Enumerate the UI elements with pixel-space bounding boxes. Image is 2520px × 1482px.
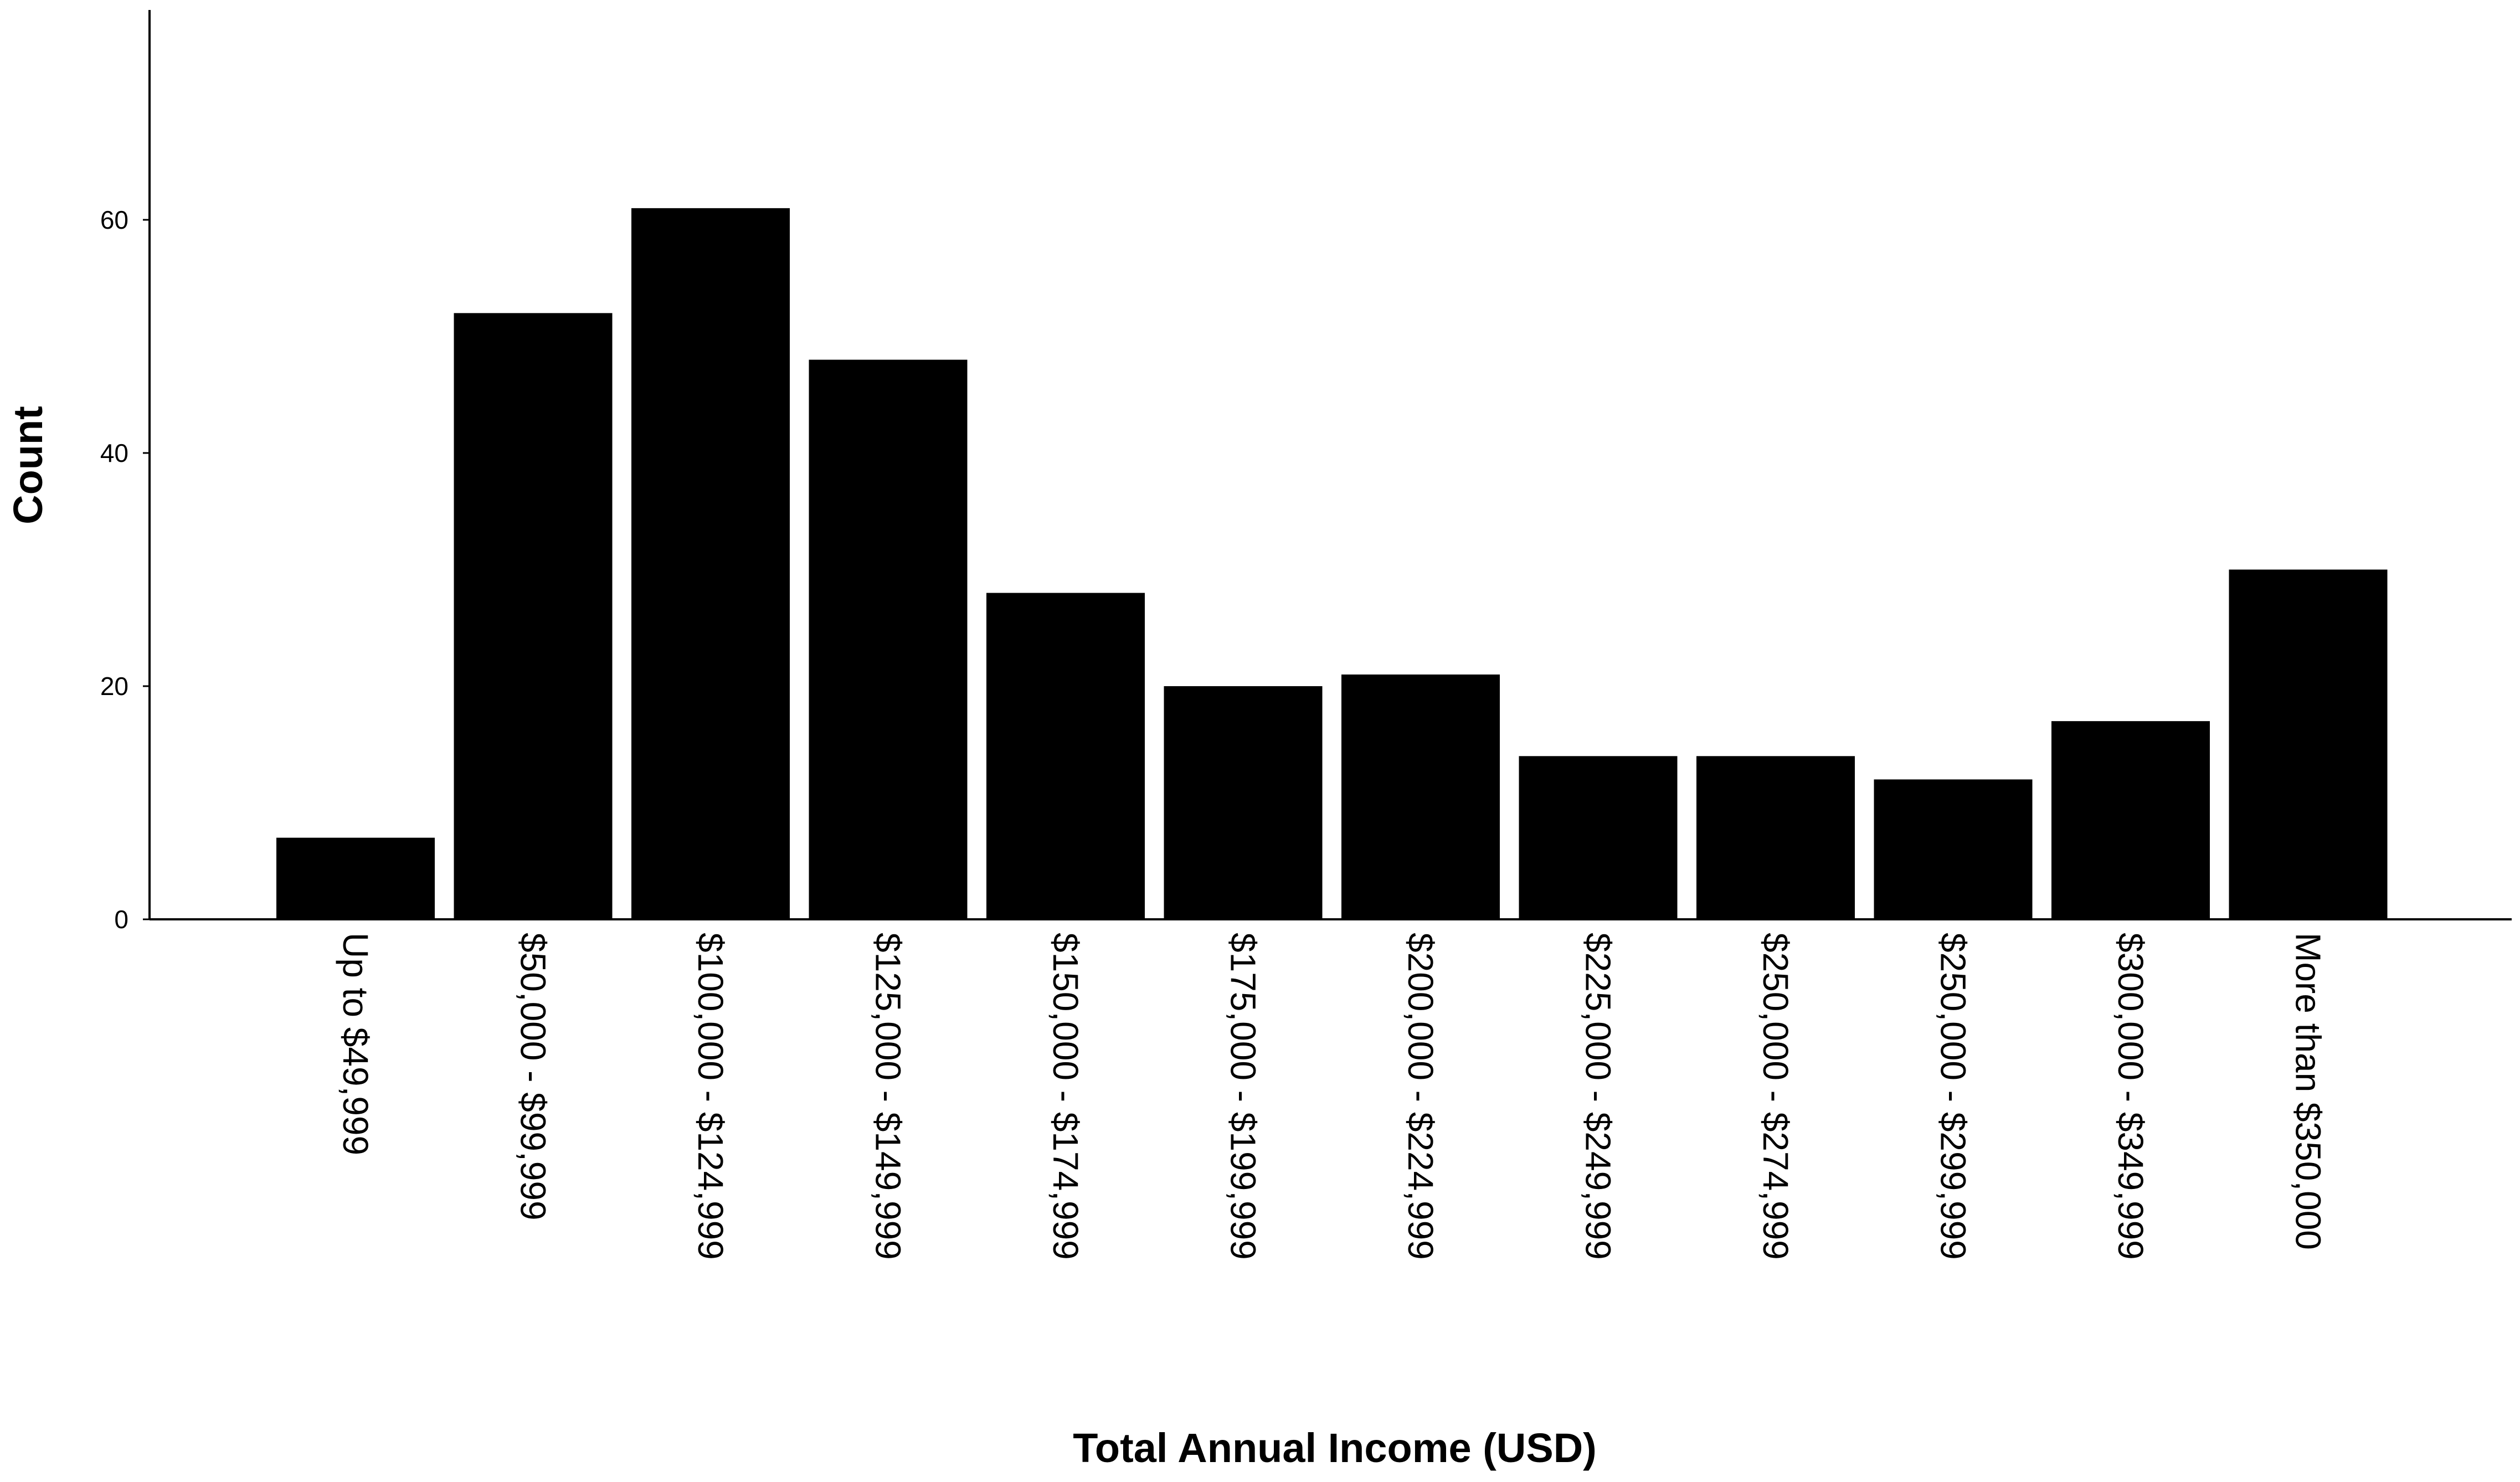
bar-10 — [2051, 721, 2210, 919]
bar-0 — [276, 837, 435, 919]
x-tick-label-8: $250,000 - $274,999 — [1756, 933, 1796, 1260]
y-ticks-layer: 0 20 40 60 — [100, 205, 150, 934]
x-tick-label-10: $300,000 - $349,999 — [2111, 933, 2151, 1260]
y-tick-label-1: 20 — [100, 672, 128, 701]
bar-1 — [454, 313, 613, 920]
bar-6 — [1341, 674, 1500, 919]
x-tick-label-2: $100,000 - $124,999 — [691, 933, 731, 1260]
y-tick-label-3: 60 — [100, 205, 128, 234]
bar-9 — [1874, 779, 2033, 919]
bar-11 — [2229, 569, 2388, 919]
y-tick-label-2: 40 — [100, 439, 128, 467]
x-axis-title: Total Annual Income (USD) — [1073, 1425, 1597, 1471]
x-labels-layer: Up to $49,999 $50,000 - $99,999 $100,000 -… — [336, 933, 2328, 1260]
bar-8 — [1696, 756, 1855, 919]
bar-3 — [809, 359, 968, 919]
y-tick-label-0: 0 — [114, 905, 128, 934]
x-tick-label-1: $50,000 - $99,999 — [513, 933, 553, 1221]
x-tick-label-5: $175,000 - $199,999 — [1223, 933, 1263, 1260]
x-tick-label-9: $250,000 - $299,999 — [1933, 933, 1973, 1260]
bar-5 — [1164, 686, 1323, 919]
x-tick-label-3: $125,000 - $149,999 — [868, 933, 908, 1260]
x-tick-label-11: More than $350,000 — [2288, 933, 2328, 1250]
bars-layer — [276, 208, 2388, 920]
x-tick-label-4: $150,000 - $174,999 — [1046, 933, 1086, 1260]
y-axis-title: Count — [5, 406, 51, 524]
bar-7 — [1519, 756, 1678, 919]
bar-2 — [631, 208, 790, 919]
bar-4 — [986, 593, 1145, 919]
x-tick-label-6: $200,000 - $224,999 — [1401, 933, 1441, 1260]
x-tick-label-0: Up to $49,999 — [336, 933, 376, 1155]
x-tick-label-7: $225,000 - $249,999 — [1578, 933, 1618, 1260]
